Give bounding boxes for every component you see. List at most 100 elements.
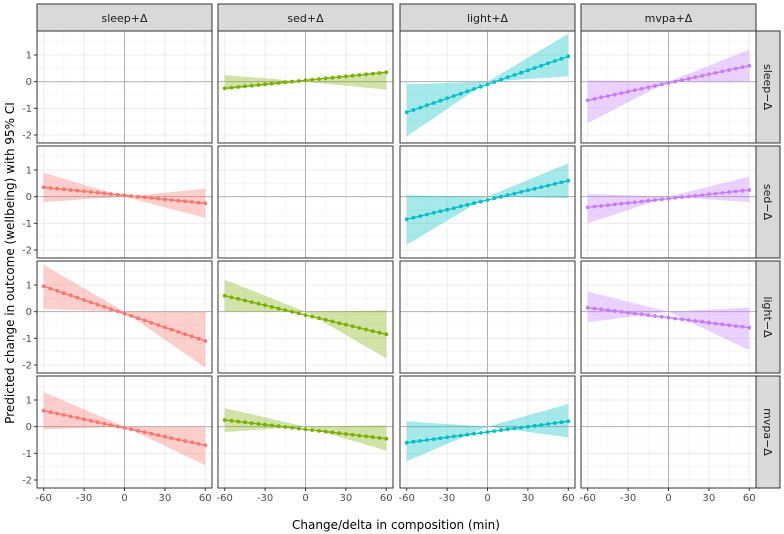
x-tick-label: -30 bbox=[76, 493, 92, 504]
data-point bbox=[519, 190, 524, 194]
data-point bbox=[269, 81, 274, 86]
data-point bbox=[472, 431, 476, 436]
data-point bbox=[632, 200, 637, 205]
ci-ribbon bbox=[43, 265, 206, 368]
data-point bbox=[713, 71, 718, 75]
data-point bbox=[149, 320, 154, 325]
data-point bbox=[364, 72, 368, 77]
data-point bbox=[269, 423, 274, 428]
data-point bbox=[55, 289, 60, 293]
data-point bbox=[546, 422, 550, 426]
data-point bbox=[122, 426, 127, 430]
panels bbox=[36, 30, 757, 489]
data-point bbox=[249, 421, 254, 425]
data-point bbox=[425, 438, 429, 442]
data-point bbox=[364, 434, 368, 439]
data-point bbox=[183, 332, 188, 337]
data-point bbox=[149, 431, 154, 436]
data-point bbox=[203, 339, 208, 343]
ci-ribbon bbox=[587, 49, 750, 124]
y-tick-label: 1 bbox=[26, 166, 32, 177]
data-point bbox=[384, 70, 389, 75]
data-point bbox=[485, 198, 490, 202]
data-point bbox=[727, 190, 731, 195]
ci-ribbon bbox=[43, 392, 206, 466]
data-point bbox=[639, 312, 644, 317]
data-point bbox=[546, 61, 550, 66]
data-point bbox=[700, 319, 705, 324]
data-point bbox=[156, 433, 161, 438]
data-point bbox=[552, 182, 557, 186]
data-point bbox=[68, 414, 73, 419]
data-point bbox=[115, 309, 120, 314]
data-point bbox=[176, 437, 181, 442]
data-point bbox=[733, 66, 738, 71]
data-point bbox=[370, 329, 375, 333]
data-point bbox=[129, 194, 134, 198]
data-point bbox=[169, 436, 174, 440]
data-point bbox=[478, 199, 483, 204]
panel-border bbox=[580, 260, 757, 374]
data-point bbox=[330, 430, 335, 435]
panel bbox=[218, 376, 393, 488]
data-point bbox=[592, 204, 597, 209]
data-point bbox=[472, 201, 476, 206]
panel bbox=[400, 31, 575, 143]
data-point bbox=[310, 314, 315, 319]
y-tick-label: -1 bbox=[22, 334, 32, 345]
data-point bbox=[539, 423, 544, 427]
data-point bbox=[95, 190, 100, 195]
panel bbox=[37, 31, 212, 143]
data-point bbox=[425, 212, 429, 217]
data-point bbox=[384, 332, 389, 337]
data-point bbox=[418, 439, 423, 443]
data-point bbox=[485, 430, 490, 434]
data-point bbox=[659, 82, 664, 87]
data-point bbox=[599, 95, 604, 100]
panel bbox=[37, 376, 212, 488]
data-point bbox=[283, 425, 288, 429]
data-point bbox=[269, 305, 274, 309]
data-point bbox=[639, 86, 644, 91]
data-point bbox=[276, 81, 281, 85]
y-tick-label: -2 bbox=[22, 361, 32, 372]
data-point bbox=[249, 300, 254, 304]
data-point bbox=[102, 304, 107, 309]
data-point bbox=[41, 408, 46, 413]
data-point bbox=[666, 81, 671, 85]
data-point bbox=[62, 291, 66, 296]
ci-ribbon bbox=[406, 404, 569, 462]
data-point bbox=[552, 59, 557, 63]
data-point bbox=[370, 71, 375, 76]
y-tick-label: 0 bbox=[26, 77, 32, 88]
data-point bbox=[539, 185, 544, 190]
panel bbox=[37, 261, 212, 373]
data-point bbox=[418, 105, 423, 110]
data-point bbox=[747, 325, 752, 330]
column-strip bbox=[399, 3, 576, 32]
data-point bbox=[189, 200, 194, 204]
y-tick-label: -1 bbox=[22, 219, 32, 230]
data-point bbox=[82, 298, 86, 302]
data-point bbox=[445, 207, 449, 212]
x-tick-label: -60 bbox=[399, 493, 415, 504]
data-point bbox=[445, 96, 449, 101]
data-point bbox=[229, 85, 234, 90]
data-point bbox=[619, 309, 624, 314]
data-point bbox=[740, 188, 745, 193]
data-point bbox=[512, 426, 517, 431]
data-point bbox=[183, 439, 188, 443]
data-point bbox=[109, 423, 113, 427]
data-point bbox=[243, 298, 247, 303]
data-point bbox=[646, 85, 651, 90]
data-point bbox=[559, 56, 564, 61]
data-point bbox=[317, 316, 321, 321]
data-point bbox=[290, 425, 294, 430]
data-point bbox=[599, 307, 604, 312]
data-point bbox=[82, 189, 86, 194]
data-point bbox=[680, 195, 684, 200]
data-point bbox=[236, 297, 241, 301]
data-point bbox=[176, 330, 181, 334]
data-point bbox=[310, 428, 315, 432]
data-point bbox=[566, 178, 571, 183]
